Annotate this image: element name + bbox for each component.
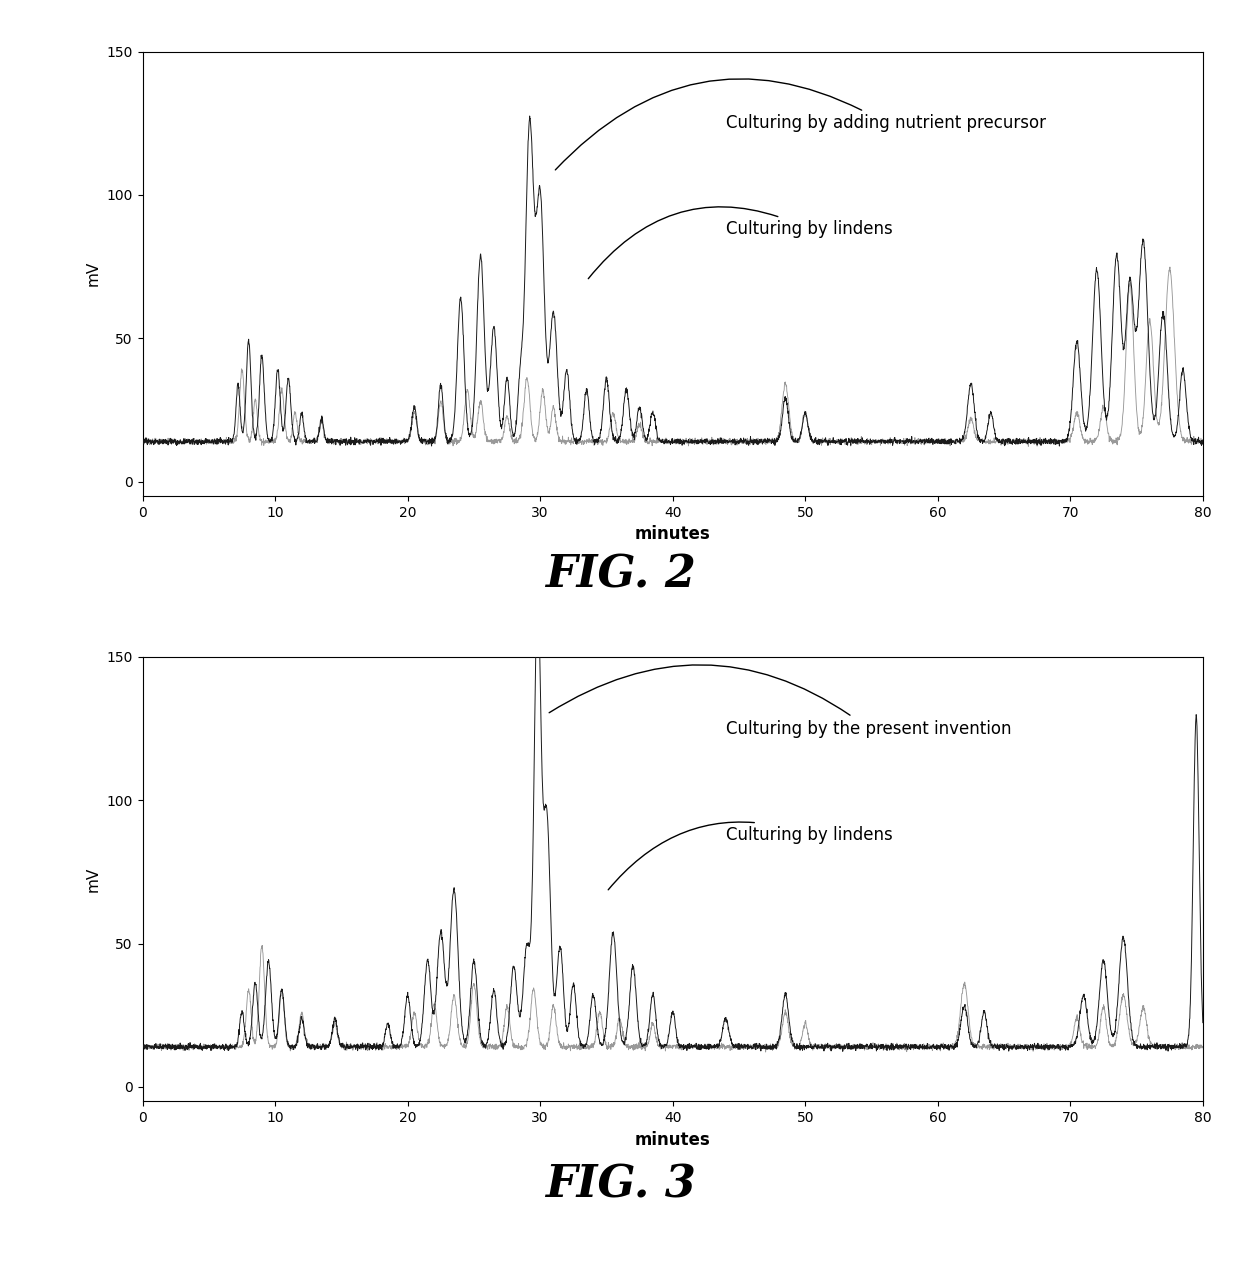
Text: Culturing by adding nutrient precursor: Culturing by adding nutrient precursor xyxy=(556,79,1045,170)
Text: Culturing by lindens: Culturing by lindens xyxy=(608,822,893,890)
Text: Culturing by the present invention: Culturing by the present invention xyxy=(549,665,1011,738)
Text: FIG. 3: FIG. 3 xyxy=(544,1163,696,1206)
Y-axis label: mV: mV xyxy=(86,261,100,286)
Text: Culturing by lindens: Culturing by lindens xyxy=(588,207,893,278)
Y-axis label: mV: mV xyxy=(86,867,100,891)
X-axis label: minutes: minutes xyxy=(635,526,711,544)
Text: FIG. 2: FIG. 2 xyxy=(544,554,696,596)
X-axis label: minutes: minutes xyxy=(635,1131,711,1149)
